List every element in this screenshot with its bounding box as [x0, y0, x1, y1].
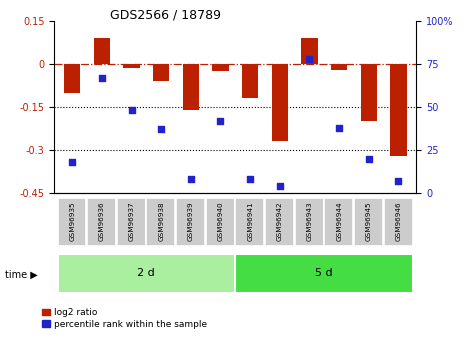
- Bar: [212, 64, 228, 71]
- FancyBboxPatch shape: [147, 198, 175, 246]
- Text: 5 d: 5 d: [315, 268, 333, 278]
- Point: [128, 108, 135, 113]
- Point: [69, 159, 76, 165]
- Text: GSM96941: GSM96941: [247, 202, 253, 242]
- Text: GSM96944: GSM96944: [336, 202, 342, 242]
- Point: [365, 156, 373, 161]
- FancyBboxPatch shape: [295, 198, 324, 246]
- FancyBboxPatch shape: [236, 198, 264, 246]
- Text: GDS2566 / 18789: GDS2566 / 18789: [110, 9, 221, 22]
- Point: [335, 125, 343, 130]
- Bar: [94, 38, 110, 64]
- Bar: [183, 64, 199, 110]
- Text: GSM96937: GSM96937: [129, 202, 134, 242]
- Point: [158, 127, 165, 132]
- Bar: [153, 64, 169, 81]
- Point: [394, 178, 402, 184]
- FancyBboxPatch shape: [58, 254, 235, 293]
- Text: 2 d: 2 d: [138, 268, 155, 278]
- Legend: log2 ratio, percentile rank within the sample: log2 ratio, percentile rank within the s…: [43, 308, 207, 329]
- Bar: [360, 64, 377, 121]
- FancyBboxPatch shape: [206, 198, 235, 246]
- Text: time ▶: time ▶: [5, 269, 37, 279]
- Point: [246, 177, 254, 182]
- Bar: [390, 64, 407, 156]
- Point: [306, 56, 313, 61]
- Point: [187, 177, 194, 182]
- Bar: [331, 64, 347, 70]
- Text: GSM96936: GSM96936: [99, 202, 105, 242]
- Text: GSM96938: GSM96938: [158, 202, 164, 242]
- Bar: [64, 64, 80, 92]
- Text: GSM96935: GSM96935: [69, 202, 75, 242]
- Point: [98, 75, 105, 80]
- FancyBboxPatch shape: [176, 198, 205, 246]
- FancyBboxPatch shape: [384, 198, 412, 246]
- Text: GSM96942: GSM96942: [277, 202, 283, 242]
- FancyBboxPatch shape: [58, 198, 86, 246]
- Text: GSM96939: GSM96939: [188, 202, 194, 242]
- Bar: [301, 38, 318, 64]
- Text: GSM96940: GSM96940: [218, 202, 223, 242]
- Bar: [123, 64, 140, 68]
- FancyBboxPatch shape: [87, 198, 116, 246]
- Text: GSM96943: GSM96943: [307, 202, 313, 242]
- Point: [217, 118, 224, 124]
- FancyBboxPatch shape: [235, 254, 413, 293]
- FancyBboxPatch shape: [117, 198, 146, 246]
- Point: [276, 184, 284, 189]
- FancyBboxPatch shape: [354, 198, 383, 246]
- Bar: [242, 64, 258, 98]
- Text: GSM96946: GSM96946: [395, 202, 402, 242]
- Text: GSM96945: GSM96945: [366, 202, 372, 242]
- Bar: [272, 64, 288, 141]
- FancyBboxPatch shape: [265, 198, 294, 246]
- FancyBboxPatch shape: [324, 198, 353, 246]
